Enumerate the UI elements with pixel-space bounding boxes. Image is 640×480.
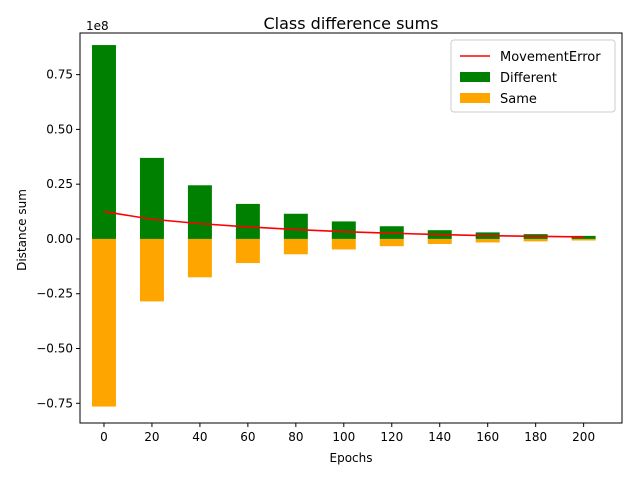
legend-swatch-same	[460, 93, 490, 103]
x-tick-label: 180	[524, 430, 547, 444]
different-bars	[91, 45, 596, 239]
y-tick-label: 0.25	[46, 177, 73, 191]
legend-box	[450, 39, 616, 113]
legend-label-different: Different	[500, 71, 557, 86]
legend-label-same: Same	[500, 92, 537, 107]
x-tick-label: 120	[380, 430, 403, 444]
x-tick-label: 200	[572, 430, 595, 444]
bar-different-80	[283, 213, 308, 239]
bar-same-40	[187, 238, 212, 278]
x-tick-label: 40	[192, 430, 207, 444]
bar-different-60	[235, 203, 260, 239]
y-axis-ticks: −0.75 −0.50 −0.25 0.00 0.25 0.50 0.75	[36, 68, 80, 410]
bar-different-200	[571, 235, 596, 239]
bar-different-0	[91, 45, 116, 239]
bar-same-200	[571, 238, 596, 241]
legend-swatch-different	[460, 72, 490, 82]
bar-same-20	[139, 238, 164, 302]
bar-same-140	[427, 238, 452, 244]
y-scale-multiplier: 1e8	[86, 19, 109, 33]
y-axis-label: Distance sum	[15, 189, 29, 271]
x-tick-label: 100	[332, 430, 355, 444]
movement-error-line	[103, 210, 584, 238]
bar-different-20	[139, 157, 164, 239]
bar-same-60	[235, 238, 260, 264]
bar-same-120	[379, 238, 404, 247]
legend-label-movement-error: MovementError	[500, 50, 601, 65]
x-axis-label: Epochs	[330, 451, 373, 465]
x-tick-label: 80	[288, 430, 303, 444]
bar-same-100	[331, 238, 356, 250]
x-tick-label: 60	[240, 430, 255, 444]
x-tick-label: 20	[144, 430, 159, 444]
same-bars	[91, 238, 596, 407]
chart-title: Class difference sums	[264, 14, 439, 33]
y-tick-label: −0.50	[36, 342, 73, 356]
movement-error-line-layer	[103, 210, 584, 238]
y-tick-label: −0.25	[36, 287, 73, 301]
y-tick-label: −0.75	[36, 396, 73, 410]
bar-same-160	[475, 238, 500, 243]
axes-frame	[79, 32, 623, 424]
x-tick-label: 160	[476, 430, 499, 444]
y-tick-label: 0.75	[46, 68, 73, 82]
legend: MovementError Different Same	[450, 39, 616, 113]
x-tick-label: 140	[428, 430, 451, 444]
bar-same-180	[523, 238, 548, 242]
bar-same-80	[283, 238, 308, 255]
y-tick-label: 0.00	[46, 232, 73, 246]
y-tick-label: 0.50	[46, 122, 73, 136]
x-axis-ticks: 0 20 40 60 80 100 120 140 160 180 200	[100, 423, 595, 444]
bar-different-100	[331, 221, 356, 239]
bar-same-0	[91, 238, 116, 407]
bar-different-40	[187, 185, 212, 239]
x-tick-label: 0	[100, 430, 108, 444]
